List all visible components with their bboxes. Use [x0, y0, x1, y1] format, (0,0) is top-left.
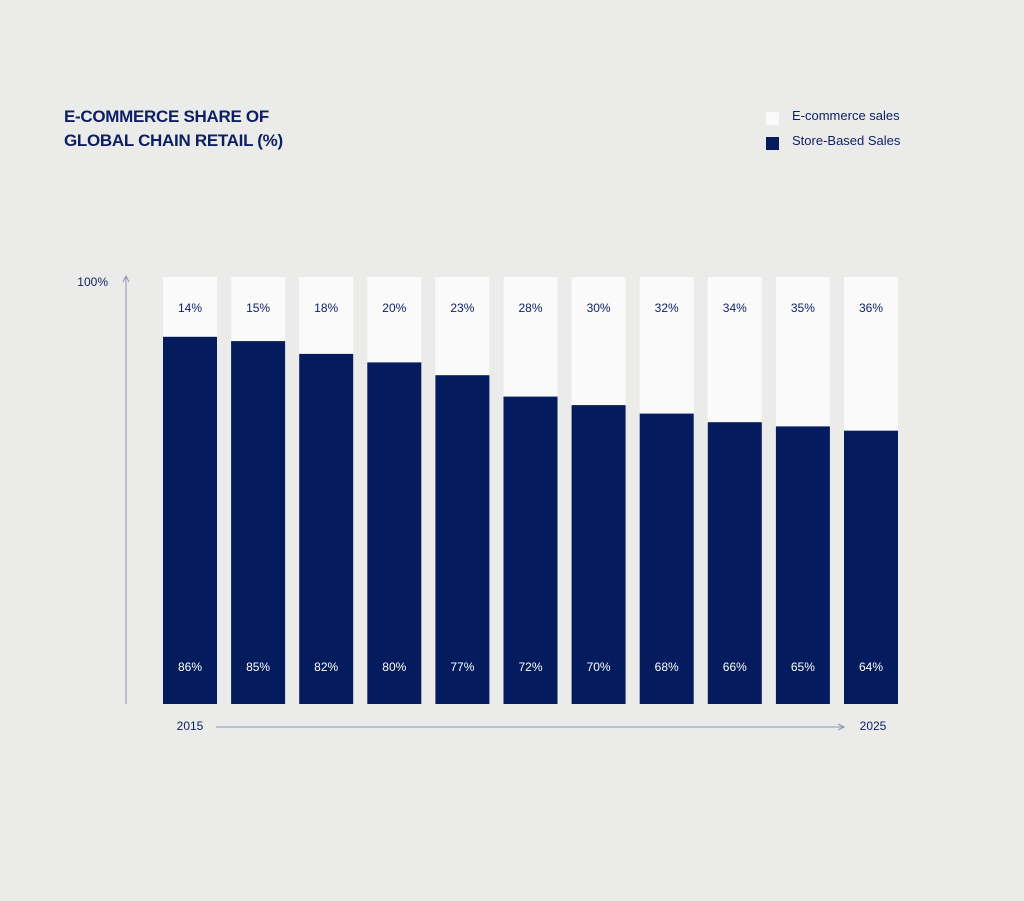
legend-swatch-ecommerce — [766, 112, 779, 125]
label-ecommerce-2025: 36% — [859, 301, 883, 315]
label-ecommerce-2017: 18% — [314, 301, 338, 315]
bar-ecommerce-2021 — [571, 277, 626, 406]
bar-store-based-2017 — [299, 353, 354, 704]
chart-title-line-2: GLOBAL CHAIN RETAIL (%) — [64, 131, 283, 150]
label-store-based-2023: 66% — [723, 660, 747, 674]
label-store-based-2025: 64% — [859, 660, 883, 674]
label-ecommerce-2022: 32% — [655, 301, 679, 315]
bar-store-based-2016 — [231, 341, 286, 704]
label-ecommerce-2018: 20% — [382, 301, 406, 315]
bar-ecommerce-2020 — [503, 277, 558, 397]
chart-bars: 14% 86% 15% 85% 18% 82% 20% 80% 23% 77% 28% 72% 30% 7… — [163, 277, 898, 704]
label-ecommerce-2015: 14% — [178, 301, 202, 315]
legend-label-ecommerce: E-commerce sales — [792, 108, 900, 123]
bar-ecommerce-2017 — [299, 277, 354, 354]
bar-ecommerce-2025 — [844, 277, 898, 431]
y-axis-arrow-icon — [122, 274, 130, 283]
label-ecommerce-2023: 34% — [723, 301, 747, 315]
label-store-based-2020: 72% — [518, 660, 542, 674]
label-ecommerce-2019: 23% — [450, 301, 474, 315]
x-axis-end-label: 2025 — [860, 719, 887, 733]
label-ecommerce-2021: 30% — [587, 301, 611, 315]
label-store-based-2018: 80% — [382, 660, 406, 674]
bar-ecommerce-2024 — [775, 277, 830, 427]
bar-ecommerce-2018 — [367, 277, 422, 363]
legend-swatch-store-based — [766, 137, 779, 150]
label-store-based-2016: 85% — [246, 660, 270, 674]
label-ecommerce-2024: 35% — [791, 301, 815, 315]
bar-ecommerce-2016 — [231, 277, 286, 342]
bar-store-based-2021 — [571, 405, 626, 704]
label-store-based-2019: 77% — [450, 660, 474, 674]
bar-ecommerce-2015 — [163, 277, 217, 337]
bar-store-based-2024 — [775, 426, 830, 704]
bar-store-based-2018 — [367, 362, 422, 704]
label-store-based-2021: 70% — [587, 660, 611, 674]
label-store-based-2022: 68% — [655, 660, 679, 674]
bar-store-based-2015 — [163, 336, 217, 704]
x-axis-arrow-icon — [837, 723, 846, 731]
bar-store-based-2020 — [503, 396, 558, 704]
bar-ecommerce-2019 — [435, 277, 490, 376]
label-ecommerce-2016: 15% — [246, 301, 270, 315]
bar-store-based-2019 — [435, 375, 490, 704]
label-store-based-2024: 65% — [791, 660, 815, 674]
bar-store-based-2023 — [707, 422, 762, 704]
bar-ecommerce-2022 — [639, 277, 694, 414]
label-store-based-2015: 86% — [178, 660, 202, 674]
bar-store-based-2025 — [844, 430, 898, 704]
label-store-based-2017: 82% — [314, 660, 338, 674]
legend-label-store-based: Store-Based Sales — [792, 133, 901, 148]
chart-axes: 100% 2015 2025 — [77, 274, 887, 733]
label-ecommerce-2020: 28% — [518, 301, 542, 315]
bar-store-based-2022 — [639, 413, 694, 704]
x-axis-start-label: 2015 — [177, 719, 204, 733]
bar-ecommerce-2023 — [707, 277, 762, 423]
chart-title: E-COMMERCE SHARE OF GLOBAL CHAIN RETAIL … — [64, 105, 384, 153]
chart-title-line-1: E-COMMERCE SHARE OF — [64, 107, 269, 126]
y-axis-label: 100% — [77, 275, 108, 289]
